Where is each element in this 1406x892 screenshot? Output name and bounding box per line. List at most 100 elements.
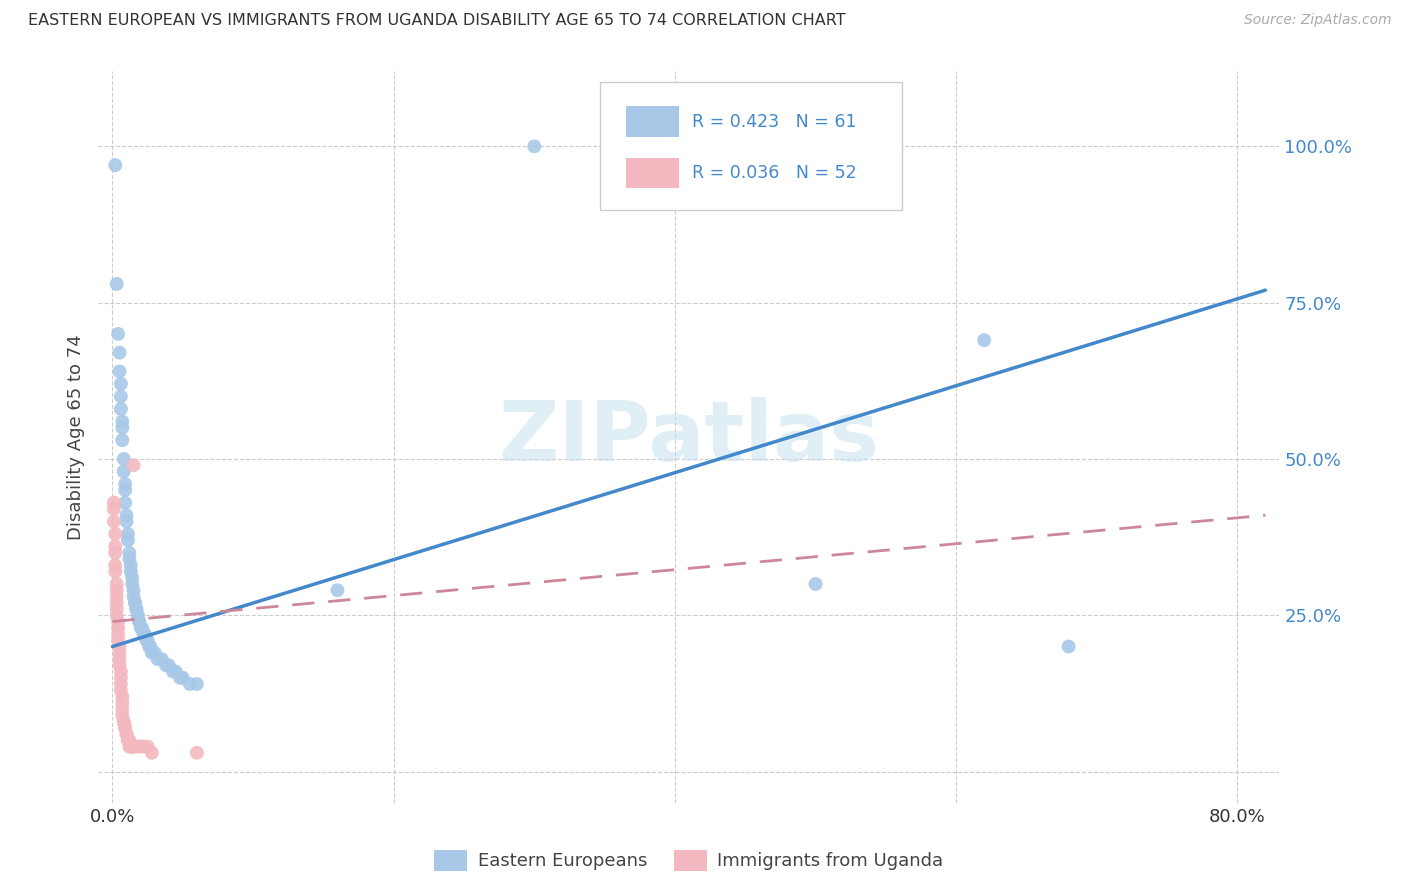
Point (179, 677, 201, 691)
Text: Source: ZipAtlas.com: Source: ZipAtlas.com (1244, 13, 1392, 28)
Point (124, 596, 146, 610)
Point (162, 665, 184, 679)
Point (131, 621, 153, 635)
Point (122, 458, 145, 473)
Point (155, 658, 177, 673)
Point (165, 665, 187, 679)
Point (124, 739, 146, 754)
Point (141, 646, 163, 660)
Point (108, 652, 131, 666)
Point (104, 527, 127, 541)
Point (103, 496, 125, 510)
Point (129, 739, 152, 754)
Point (134, 627, 156, 641)
Text: R = 0.423   N = 61: R = 0.423 N = 61 (693, 112, 858, 131)
Point (105, 596, 128, 610)
Point (108, 364, 131, 378)
Point (132, 739, 155, 754)
Point (124, 596, 146, 610)
Text: EASTERN EUROPEAN VS IMMIGRANTS FROM UGANDA DISABILITY AGE 65 TO 74 CORRELATION C: EASTERN EUROPEAN VS IMMIGRANTS FROM UGAN… (28, 13, 846, 29)
Point (115, 508, 138, 523)
Point (118, 733, 141, 747)
Point (105, 583, 128, 598)
Y-axis label: Disability Age 65 to 74: Disability Age 65 to 74 (66, 334, 84, 540)
Point (121, 571, 143, 585)
Point (1057, 640, 1080, 654)
Point (110, 665, 132, 679)
Point (127, 739, 149, 754)
Point (103, 502, 125, 516)
Text: ZIPatlas: ZIPatlas (499, 397, 879, 477)
Point (138, 640, 160, 654)
Point (117, 527, 139, 541)
Point (110, 389, 132, 403)
Point (125, 602, 148, 616)
Point (114, 496, 136, 510)
Point (112, 452, 135, 467)
Point (110, 376, 132, 391)
Point (110, 671, 132, 685)
Point (107, 615, 129, 629)
Point (107, 627, 129, 641)
Point (112, 465, 135, 479)
Point (111, 708, 134, 723)
Point (107, 621, 129, 635)
Point (111, 434, 134, 448)
Point (326, 583, 349, 598)
Point (108, 640, 131, 654)
Point (117, 733, 139, 747)
Point (115, 515, 138, 529)
Point (120, 565, 142, 579)
Point (136, 739, 159, 754)
Point (186, 746, 208, 760)
Point (111, 690, 134, 704)
Point (111, 420, 134, 434)
Point (105, 608, 128, 623)
Point (114, 721, 136, 735)
Point (804, 577, 827, 591)
Point (128, 615, 150, 629)
Point (104, 558, 127, 573)
Point (114, 477, 136, 491)
Point (120, 739, 142, 754)
Point (141, 746, 163, 760)
Point (132, 627, 155, 641)
Point (973, 333, 995, 347)
Point (139, 640, 162, 654)
Point (103, 515, 125, 529)
Point (117, 533, 139, 548)
Point (105, 577, 128, 591)
Point (122, 583, 145, 598)
Point (108, 658, 131, 673)
Point (110, 683, 132, 698)
Point (135, 633, 157, 648)
Legend: Eastern Europeans, Immigrants from Uganda: Eastern Europeans, Immigrants from Ugand… (427, 843, 950, 878)
Point (121, 577, 143, 591)
Point (104, 565, 127, 579)
Point (122, 590, 145, 604)
Bar (626, 158, 679, 188)
Point (104, 546, 127, 560)
Point (129, 621, 152, 635)
Point (104, 540, 127, 554)
Point (111, 696, 134, 710)
Point (146, 652, 169, 666)
Point (105, 602, 128, 616)
Bar (626, 106, 679, 137)
Point (115, 727, 138, 741)
Point (150, 652, 173, 666)
Point (127, 608, 149, 623)
Point (186, 677, 208, 691)
Point (114, 483, 136, 498)
Point (118, 739, 141, 754)
Point (143, 646, 166, 660)
Point (107, 633, 129, 648)
Point (111, 702, 134, 716)
Point (121, 739, 143, 754)
Point (523, 139, 546, 153)
Point (112, 714, 135, 729)
Point (111, 414, 134, 428)
Point (115, 727, 138, 741)
Point (157, 658, 180, 673)
Point (125, 602, 148, 616)
